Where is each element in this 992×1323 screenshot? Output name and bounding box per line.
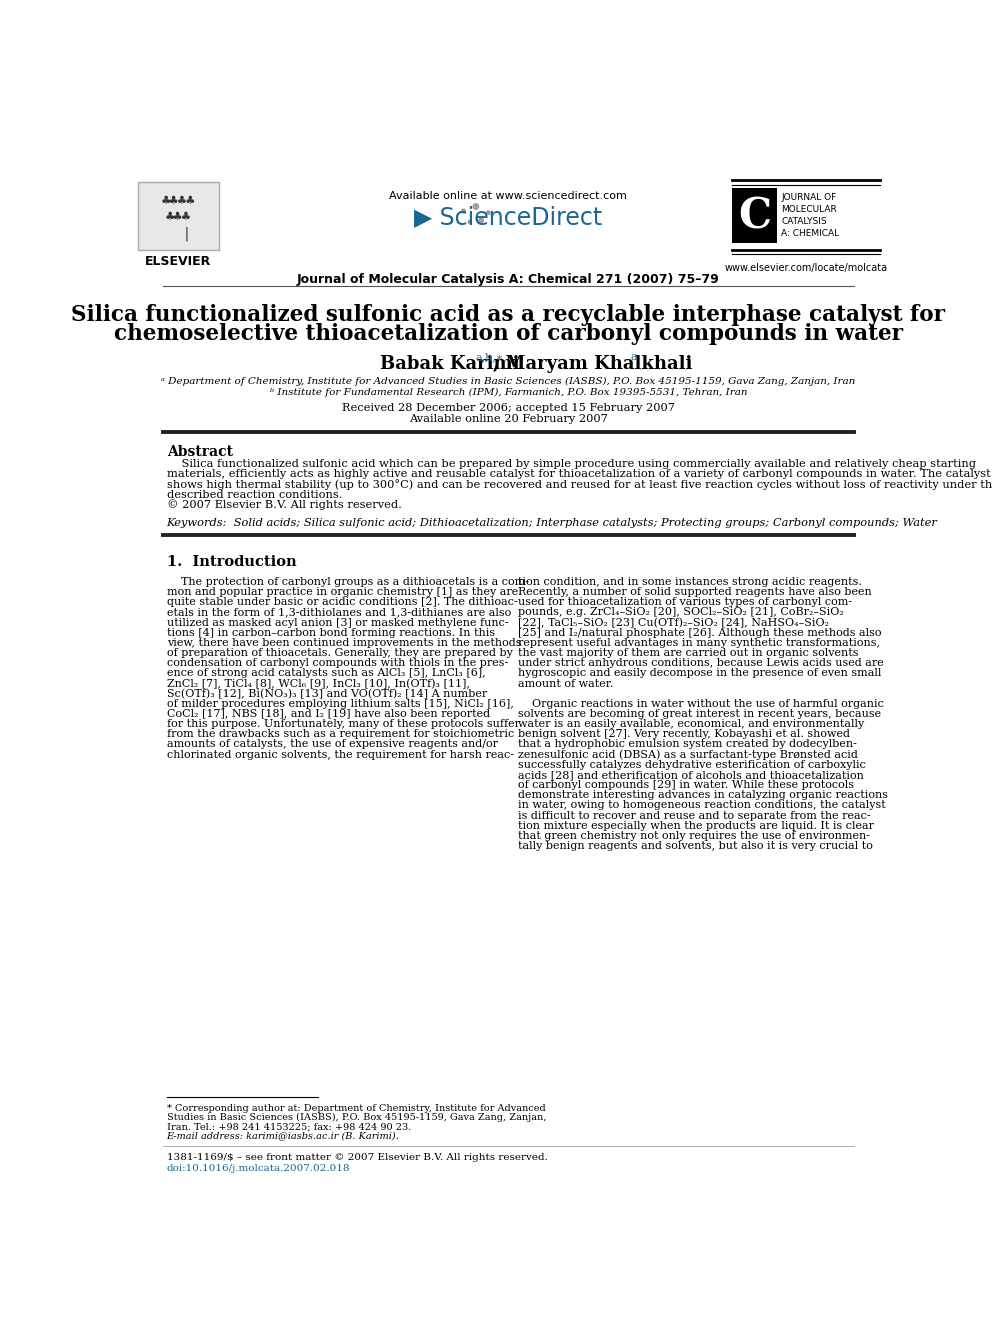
Text: Iran. Tel.: +98 241 4153225; fax: +98 424 90 23.: Iran. Tel.: +98 241 4153225; fax: +98 42… [167, 1122, 411, 1131]
Text: Silica functionalized sulfonic acid which can be prepared by simple procedure us: Silica functionalized sulfonic acid whic… [167, 459, 975, 470]
Text: ᵇ Institute for Fundamental Research (IPM), Farmanich, P.O. Box 19395-5531, Tehr: ᵇ Institute for Fundamental Research (IP… [270, 388, 747, 397]
Text: Babak Karimi: Babak Karimi [380, 355, 519, 373]
Text: chlorinated organic solvents, the requirement for harsh reac-: chlorinated organic solvents, the requir… [167, 750, 514, 759]
Text: ZnCl₂ [7], TiCl₄ [8], WCl₆ [9], InCl₃ [10], In(OTf)₃ [11],: ZnCl₂ [7], TiCl₄ [8], WCl₆ [9], InCl₃ [1… [167, 679, 469, 689]
Text: E-mail address: karimi@iasbs.ac.ir (B. Karimi).: E-mail address: karimi@iasbs.ac.ir (B. K… [167, 1131, 400, 1140]
Text: CoCl₂ [17], NBS [18], and I₂ [19] have also been reported: CoCl₂ [17], NBS [18], and I₂ [19] have a… [167, 709, 490, 718]
Text: amount of water.: amount of water. [518, 679, 613, 688]
Text: ence of strong acid catalysts such as AlCl₃ [5], LnCl₃ [6],: ence of strong acid catalysts such as Al… [167, 668, 485, 679]
Text: of milder procedures employing lithium salts [15], NiCl₂ [16],: of milder procedures employing lithium s… [167, 699, 514, 709]
Text: Organic reactions in water without the use of harmful organic: Organic reactions in water without the u… [518, 699, 884, 709]
Text: Abstract: Abstract [167, 446, 233, 459]
Text: quite stable under basic or acidic conditions [2]. The dithioac-: quite stable under basic or acidic condi… [167, 597, 518, 607]
Text: the vast majority of them are carried out in organic solvents: the vast majority of them are carried ou… [518, 648, 858, 658]
Text: Silica functionalized sulfonic acid as a recyclable interphase catalyst for: Silica functionalized sulfonic acid as a… [71, 303, 945, 325]
Text: Available online at www.sciencedirect.com: Available online at www.sciencedirect.co… [390, 191, 627, 201]
Text: etals in the form of 1,3-dithiolanes and 1,3-dithianes are also: etals in the form of 1,3-dithiolanes and… [167, 607, 511, 618]
Text: tion mixture especially when the products are liquid. It is clear: tion mixture especially when the product… [518, 820, 874, 831]
Text: solvents are becoming of great interest in recent years, because: solvents are becoming of great interest … [518, 709, 881, 718]
Text: 1.  Introduction: 1. Introduction [167, 556, 297, 569]
Text: that a hydrophobic emulsion system created by dodecylben-: that a hydrophobic emulsion system creat… [518, 740, 856, 750]
Text: ♣♣♣♣
♣♣♣
  |: ♣♣♣♣ ♣♣♣ | [162, 194, 195, 241]
Text: acids [28] and etherification of alcohols and thioacetalization: acids [28] and etherification of alcohol… [518, 770, 864, 781]
Text: tally benign reagents and solvents, but also it is very crucial to: tally benign reagents and solvents, but … [518, 841, 873, 851]
Text: is difficult to recover and reuse and to separate from the reac-: is difficult to recover and reuse and to… [518, 811, 870, 820]
Text: pounds, e.g. ZrCl₄–SiO₂ [20], SOCl₂–SiO₂ [21], CoBr₂–SiO₂: pounds, e.g. ZrCl₄–SiO₂ [20], SOCl₂–SiO₂… [518, 607, 843, 618]
Text: utilized as masked acyl anion [3] or masked methylene func-: utilized as masked acyl anion [3] or mas… [167, 618, 508, 627]
Text: Keywords:  Solid acids; Silica sulfonic acid; Dithioacetalization; Interphase ca: Keywords: Solid acids; Silica sulfonic a… [167, 517, 937, 528]
Circle shape [473, 204, 478, 209]
Text: Sc(OTf)₃ [12], Bi(NO₃)₃ [13] and VO(OTf)₂ [14] A number: Sc(OTf)₃ [12], Bi(NO₃)₃ [13] and VO(OTf)… [167, 689, 487, 699]
Circle shape [461, 209, 465, 213]
Text: Studies in Basic Sciences (IASBS), P.O. Box 45195-1159, Gava Zang, Zanjan,: Studies in Basic Sciences (IASBS), P.O. … [167, 1113, 546, 1122]
Text: Recently, a number of solid supported reagents have also been: Recently, a number of solid supported re… [518, 587, 871, 597]
Text: The protection of carbonyl groups as a dithioacetals is a com-: The protection of carbonyl groups as a d… [167, 577, 529, 587]
Text: under strict anhydrous conditions, because Lewis acids used are: under strict anhydrous conditions, becau… [518, 658, 884, 668]
Text: CATALYSIS: CATALYSIS [727, 202, 732, 230]
Text: hygroscopic and easily decompose in the presence of even small: hygroscopic and easily decompose in the … [518, 668, 881, 679]
Text: , Maryam Khalkhali: , Maryam Khalkhali [493, 355, 692, 373]
Text: water is an easily available, economical, and environmentally: water is an easily available, economical… [518, 720, 864, 729]
Text: from the drawbacks such as a requirement for stoichiometric: from the drawbacks such as a requirement… [167, 729, 514, 740]
Text: demonstrate interesting advances in catalyzing organic reactions: demonstrate interesting advances in cata… [518, 790, 888, 800]
Text: shows high thermal stability (up to 300°C) and can be recovered and reused for a: shows high thermal stability (up to 300°… [167, 479, 992, 491]
Circle shape [479, 218, 483, 222]
Text: © 2007 Elsevier B.V. All rights reserved.: © 2007 Elsevier B.V. All rights reserved… [167, 500, 402, 511]
Text: used for thioacetalization of various types of carbonyl com-: used for thioacetalization of various ty… [518, 597, 852, 607]
Circle shape [486, 210, 490, 214]
Bar [138, 181, 219, 250]
Text: represent useful advantages in many synthetic transformations,: represent useful advantages in many synt… [518, 638, 880, 648]
Text: tions [4] in carbon–carbon bond forming reactions. In this: tions [4] in carbon–carbon bond forming … [167, 627, 495, 638]
Text: described reaction conditions.: described reaction conditions. [167, 490, 342, 500]
Text: chemoselective thioacetalization of carbonyl compounds in water: chemoselective thioacetalization of carb… [114, 323, 903, 345]
Text: ELSEVIER: ELSEVIER [145, 255, 211, 269]
Text: condensation of carbonyl compounds with thiols in the pres-: condensation of carbonyl compounds with … [167, 658, 508, 668]
Text: C: C [738, 196, 772, 238]
Text: tion condition, and in some instances strong acidic reagents.: tion condition, and in some instances st… [518, 577, 862, 587]
Text: of preparation of thioacetals. Generally, they are prepared by: of preparation of thioacetals. Generally… [167, 648, 513, 658]
Text: Available online 20 February 2007: Available online 20 February 2007 [409, 414, 608, 423]
Text: in water, owing to homogeneous reaction conditions, the catalyst: in water, owing to homogeneous reaction … [518, 800, 886, 811]
Circle shape [468, 221, 471, 224]
Text: ᵃ Department of Chemistry, Institute for Advanced Studies in Basic Sciences (IAS: ᵃ Department of Chemistry, Institute for… [162, 377, 855, 386]
Text: materials, efficiently acts as highly active and reusable catalyst for thioaceta: materials, efficiently acts as highly ac… [167, 470, 990, 479]
Text: a: a [630, 352, 637, 363]
Text: ▶ ScienceDirect: ▶ ScienceDirect [415, 205, 602, 229]
Text: for this purpose. Unfortunately, many of these protocols suffer: for this purpose. Unfortunately, many of… [167, 720, 520, 729]
Text: benign solvent [27]. Very recently, Kobayashi et al. showed: benign solvent [27]. Very recently, Koba… [518, 729, 850, 740]
Text: that green chemistry not only requires the use of environmen-: that green chemistry not only requires t… [518, 831, 870, 841]
Text: of carbonyl compounds [29] in water. While these protocols: of carbonyl compounds [29] in water. Whi… [518, 781, 854, 790]
Text: view, there have been continued improvements in the methods: view, there have been continued improvem… [167, 638, 521, 648]
Text: * Corresponding author at: Department of Chemistry, Institute for Advanced: * Corresponding author at: Department of… [167, 1103, 546, 1113]
Text: zenesulfonic acid (DBSA) as a surfactant-type Brønsted acid: zenesulfonic acid (DBSA) as a surfactant… [518, 750, 857, 761]
Text: [25] and I₂/natural phosphate [26]. Although these methods also: [25] and I₂/natural phosphate [26]. Alth… [518, 627, 881, 638]
Bar [732, 188, 778, 243]
Text: 1381-1169/$ – see front matter © 2007 Elsevier B.V. All rights reserved.: 1381-1169/$ – see front matter © 2007 El… [167, 1152, 548, 1162]
Text: JOURNAL OF
MOLECULAR
CATALYSIS
A: CHEMICAL: JOURNAL OF MOLECULAR CATALYSIS A: CHEMIC… [782, 193, 839, 238]
Text: mon and popular practice in organic chemistry [1] as they are: mon and popular practice in organic chem… [167, 587, 518, 597]
Text: a,b,∗: a,b,∗ [476, 352, 504, 363]
Text: [22], TaCl₅–SiO₂ [23] Cu(OTf)₂–SiO₂ [24], NaHSO₄–SiO₂: [22], TaCl₅–SiO₂ [23] Cu(OTf)₂–SiO₂ [24]… [518, 618, 828, 628]
Text: www.elsevier.com/locate/molcata: www.elsevier.com/locate/molcata [724, 263, 888, 274]
Text: doi:10.1016/j.molcata.2007.02.018: doi:10.1016/j.molcata.2007.02.018 [167, 1164, 350, 1172]
Text: Journal of Molecular Catalysis A: Chemical 271 (2007) 75–79: Journal of Molecular Catalysis A: Chemic… [297, 273, 720, 286]
Text: Received 28 December 2006; accepted 15 February 2007: Received 28 December 2006; accepted 15 F… [342, 402, 675, 413]
Text: successfully catalyzes dehydrative esterification of carboxylic: successfully catalyzes dehydrative ester… [518, 759, 866, 770]
Text: amounts of catalysts, the use of expensive reagents and/or: amounts of catalysts, the use of expensi… [167, 740, 498, 750]
